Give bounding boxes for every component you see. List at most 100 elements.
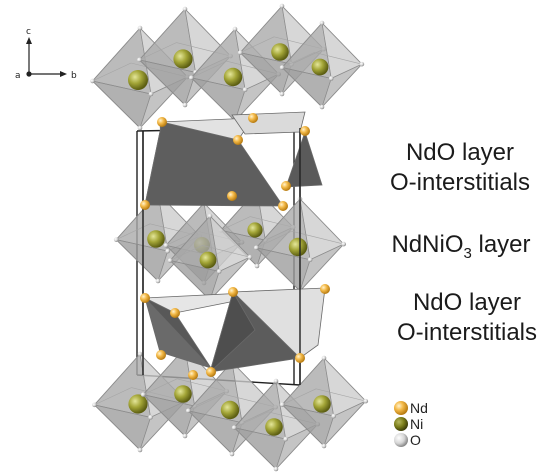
octahedra-layer <box>90 3 369 472</box>
o-atom <box>182 6 188 12</box>
o-atom <box>163 243 169 248</box>
o-atom <box>148 91 154 97</box>
nd-atom <box>170 308 180 318</box>
octahedron <box>167 213 253 303</box>
o-atom <box>283 436 288 442</box>
o-atom <box>92 402 97 408</box>
ni-atom <box>128 70 148 90</box>
nd-atom <box>188 370 198 380</box>
ni-atom <box>173 49 193 69</box>
o-atom <box>216 269 222 274</box>
tetrahedron-light <box>231 111 306 135</box>
middle-layer-formula: NdNiO <box>391 231 464 258</box>
legend-o-swatch <box>394 433 408 447</box>
o-atom <box>182 102 188 108</box>
ni-atom <box>223 67 243 87</box>
middle-layer-subscript: 3 <box>463 244 472 262</box>
nd-atom <box>140 293 150 303</box>
top-layer-label: NdO layer O-interstitials <box>372 138 548 198</box>
o-atom <box>167 258 173 263</box>
ni-atom <box>271 43 289 61</box>
axis-c-label: c <box>26 27 31 37</box>
nd-atom <box>227 191 237 201</box>
o-atom <box>137 57 142 63</box>
unit-cell-frame-front <box>142 128 301 385</box>
ni-atom <box>247 222 263 238</box>
o-atom <box>279 3 285 9</box>
nd-atom <box>300 126 310 136</box>
tetrahedra-bottom <box>143 287 326 374</box>
o-atom <box>319 20 325 26</box>
o-atom <box>254 263 260 269</box>
nd-atom <box>140 200 150 210</box>
nd-atom <box>156 350 166 360</box>
o-atom <box>321 355 327 361</box>
axis-a-label: a <box>15 71 21 81</box>
axis-b-label: b <box>71 71 77 81</box>
o-atom <box>341 241 347 247</box>
nd-atom <box>228 287 238 297</box>
tetrahedron-dark <box>285 130 323 188</box>
o-atom <box>231 425 237 430</box>
o-atom <box>359 61 365 67</box>
nd-atom <box>278 201 288 211</box>
nd-atom <box>157 117 167 127</box>
ni-atom <box>199 251 217 269</box>
o-atom <box>319 104 325 110</box>
top-layer-line2: O-interstitials <box>389 169 531 196</box>
o-atom <box>90 78 95 84</box>
middle-layer-label: NdNiO3 layer <box>386 230 536 269</box>
o-atom <box>137 125 143 131</box>
o-atom <box>247 254 253 260</box>
axis-indicator: c a b <box>15 27 77 81</box>
nd-atom <box>233 135 243 145</box>
legend: Nd Ni O <box>394 400 428 448</box>
nd-atom <box>320 284 330 294</box>
o-atom <box>186 408 191 414</box>
ni-atom <box>174 385 192 403</box>
ni-atom <box>265 418 283 436</box>
o-atom <box>279 65 285 70</box>
o-atom <box>328 76 334 81</box>
top-layer-line1: NdO layer <box>405 139 515 166</box>
o-atom <box>113 237 119 242</box>
o-atom <box>279 402 285 407</box>
o-atom <box>229 451 235 457</box>
ni-atom <box>313 395 331 413</box>
o-atom <box>242 87 248 93</box>
o-atom <box>232 26 238 32</box>
bottom-layer-line2: O-interstitials <box>396 319 538 346</box>
ni-atom <box>288 237 308 257</box>
o-atom <box>331 413 336 419</box>
nd-atoms <box>140 113 330 380</box>
o-atom <box>137 447 143 453</box>
octahedron <box>279 20 365 110</box>
o-atom <box>165 248 170 254</box>
bottom-layer-label: NdO layer O-interstitials <box>384 288 550 348</box>
ni-atom <box>128 394 148 414</box>
o-atom <box>273 378 279 384</box>
legend-nd-swatch <box>394 401 408 415</box>
o-atom <box>321 443 327 449</box>
legend-nd-label: Nd <box>410 400 428 416</box>
legend-ni-label: Ni <box>410 416 423 432</box>
o-atom <box>207 213 213 219</box>
nd-atom <box>248 113 258 123</box>
tetrahedron-dark <box>144 297 212 369</box>
tetrahedron-dark <box>144 121 163 206</box>
nd-atom <box>281 181 291 191</box>
o-atom <box>155 278 161 284</box>
tetrahedron-dark <box>209 290 256 374</box>
o-atom <box>307 257 313 263</box>
ni-atom <box>220 400 240 420</box>
o-atom <box>148 415 153 420</box>
o-atom <box>189 75 194 81</box>
nd-atom <box>206 367 216 377</box>
tetrahedron-dark <box>144 121 284 207</box>
o-atom <box>273 466 279 472</box>
o-atom <box>237 50 243 55</box>
ni-atom <box>311 58 329 76</box>
nd-atom <box>295 353 305 363</box>
middle-layer-suffix: layer <box>471 231 531 258</box>
